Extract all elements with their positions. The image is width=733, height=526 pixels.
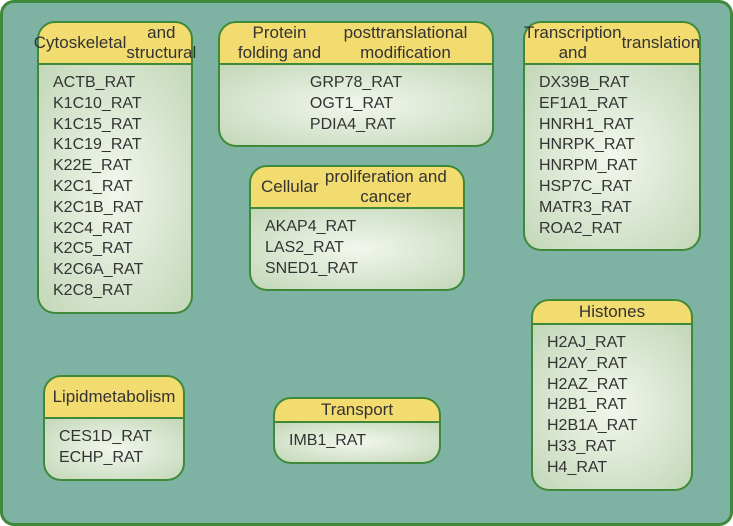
protein-item: HNRPK_RAT bbox=[539, 135, 685, 156]
group-header-cytoskeletal: Cytoskeletaland structural bbox=[37, 21, 193, 65]
group-header-transport: Transport bbox=[273, 397, 441, 423]
group-body-histones: H2AJ_RATH2AY_RATH2AZ_RATH2B1_RATH2B1A_RA… bbox=[531, 325, 693, 491]
group-body-lipid: CES1D_RATECHP_RAT bbox=[43, 419, 185, 481]
group-histones: HistonesH2AJ_RATH2AY_RATH2AZ_RATH2B1_RAT… bbox=[531, 299, 693, 491]
protein-item: H2B1A_RAT bbox=[547, 416, 677, 437]
protein-item: K22E_RAT bbox=[53, 156, 177, 177]
group-body-cellular: AKAP4_RATLAS2_RATSNED1_RAT bbox=[249, 209, 465, 291]
protein-item: PDIA4_RAT bbox=[310, 115, 402, 136]
protein-item: DX39B_RAT bbox=[539, 73, 685, 94]
group-lipid: LipidmetabolismCES1D_RATECHP_RAT bbox=[43, 375, 185, 481]
protein-item: HNRH1_RAT bbox=[539, 115, 685, 136]
protein-item: SNED1_RAT bbox=[265, 259, 449, 280]
diagram-canvas: Cytoskeletaland structuralACTB_RATK1C10_… bbox=[0, 0, 733, 526]
group-protein_folding: Protein folding andposttranslational mod… bbox=[218, 21, 494, 147]
protein-item: K2C1_RAT bbox=[53, 177, 177, 198]
group-header-lipid: Lipidmetabolism bbox=[43, 375, 185, 419]
group-header-transcription: Transcription andtranslation bbox=[523, 21, 701, 65]
protein-item: OGT1_RAT bbox=[310, 94, 402, 115]
protein-item: H2B1_RAT bbox=[547, 395, 677, 416]
protein-item: K2C6A_RAT bbox=[53, 260, 177, 281]
protein-item: EF1A1_RAT bbox=[539, 94, 685, 115]
protein-item: GRP78_RAT bbox=[310, 73, 402, 94]
group-header-histones: Histones bbox=[531, 299, 693, 325]
group-body-protein_folding: GRP78_RATOGT1_RATPDIA4_RAT bbox=[218, 65, 494, 147]
protein-item: H2AJ_RAT bbox=[547, 333, 677, 354]
protein-item: K1C10_RAT bbox=[53, 94, 177, 115]
protein-item: ROA2_RAT bbox=[539, 219, 685, 240]
protein-item: K2C5_RAT bbox=[53, 239, 177, 260]
protein-item: MATR3_RAT bbox=[539, 198, 685, 219]
group-header-protein_folding: Protein folding andposttranslational mod… bbox=[218, 21, 494, 65]
protein-item: HSP7C_RAT bbox=[539, 177, 685, 198]
group-body-cytoskeletal: ACTB_RATK1C10_RATK1C15_RATK1C19_RATK22E_… bbox=[37, 65, 193, 314]
group-body-transport: IMB1_RAT bbox=[273, 423, 441, 464]
group-transcription: Transcription andtranslationDX39B_RATEF1… bbox=[523, 21, 701, 251]
group-body-transcription: DX39B_RATEF1A1_RATHNRH1_RATHNRPK_RATHNRP… bbox=[523, 65, 701, 251]
protein-item: H2AY_RAT bbox=[547, 354, 677, 375]
protein-item: K1C19_RAT bbox=[53, 135, 177, 156]
protein-item: K2C1B_RAT bbox=[53, 198, 177, 219]
protein-item: ECHP_RAT bbox=[59, 448, 169, 469]
protein-item: H33_RAT bbox=[547, 437, 677, 458]
protein-item: H4_RAT bbox=[547, 458, 677, 479]
protein-item: K2C8_RAT bbox=[53, 281, 177, 302]
protein-item: K1C15_RAT bbox=[53, 115, 177, 136]
group-cytoskeletal: Cytoskeletaland structuralACTB_RATK1C10_… bbox=[37, 21, 193, 314]
protein-item: ACTB_RAT bbox=[53, 73, 177, 94]
protein-item: H2AZ_RAT bbox=[547, 375, 677, 396]
group-cellular: Cellularproliferation and cancerAKAP4_RA… bbox=[249, 165, 465, 291]
protein-item: HNRPM_RAT bbox=[539, 156, 685, 177]
group-transport: Transport IMB1_RAT bbox=[273, 397, 441, 464]
group-header-cellular: Cellularproliferation and cancer bbox=[249, 165, 465, 209]
protein-item: K2C4_RAT bbox=[53, 219, 177, 240]
protein-item: IMB1_RAT bbox=[289, 431, 425, 452]
protein-item: AKAP4_RAT bbox=[265, 217, 449, 238]
protein-item: CES1D_RAT bbox=[59, 427, 169, 448]
protein-item: LAS2_RAT bbox=[265, 238, 449, 259]
